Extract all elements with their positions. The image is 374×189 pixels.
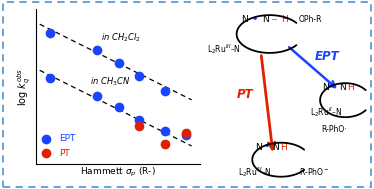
Point xyxy=(137,124,142,127)
Point xyxy=(183,133,189,136)
Point xyxy=(162,89,168,92)
Text: R-PhO$^-$: R-PhO$^-$ xyxy=(299,167,330,177)
Text: PT: PT xyxy=(59,149,70,158)
Text: N: N xyxy=(322,83,329,92)
Text: --: -- xyxy=(272,15,278,24)
Point xyxy=(43,137,49,140)
Point xyxy=(94,49,100,52)
Text: N: N xyxy=(241,15,248,24)
Text: PT: PT xyxy=(237,88,254,101)
Text: •: • xyxy=(264,141,270,151)
Text: H: H xyxy=(280,143,286,152)
Text: OPh-R: OPh-R xyxy=(298,15,322,24)
X-axis label: Hammett $\sigma_{p}$ (R-): Hammett $\sigma_{p}$ (R-) xyxy=(80,166,156,179)
Point xyxy=(162,143,168,146)
Text: H: H xyxy=(282,15,288,24)
Text: N: N xyxy=(339,83,346,92)
Text: •: • xyxy=(252,14,258,23)
Point xyxy=(47,76,53,79)
Text: EPT: EPT xyxy=(59,134,76,143)
Text: N: N xyxy=(262,15,269,24)
Point xyxy=(116,106,122,109)
Text: R-PhO·: R-PhO· xyxy=(321,125,347,134)
Text: EPT: EPT xyxy=(315,50,339,63)
Text: L$_2$Ru$^{II}$–N: L$_2$Ru$^{II}$–N xyxy=(310,105,342,119)
Point xyxy=(94,95,100,98)
Point xyxy=(137,74,142,77)
Text: in CH$_2$Cl$_2$: in CH$_2$Cl$_2$ xyxy=(101,32,141,44)
Point xyxy=(43,152,49,155)
Text: N: N xyxy=(272,143,279,152)
Point xyxy=(47,32,53,35)
Point xyxy=(162,130,168,133)
Text: L$_2$Ru$^{III}$–N: L$_2$Ru$^{III}$–N xyxy=(207,42,241,56)
Text: in CH$_3$CN: in CH$_3$CN xyxy=(91,75,131,88)
Point xyxy=(116,61,122,64)
Y-axis label: log $k_{q}^{obs}$: log $k_{q}^{obs}$ xyxy=(15,68,33,106)
Point xyxy=(183,132,189,135)
Text: H: H xyxy=(347,83,353,92)
Text: N: N xyxy=(255,143,262,152)
Text: •: • xyxy=(331,82,337,91)
Text: L$_2$Ru$^{III}$–N: L$_2$Ru$^{III}$–N xyxy=(238,165,272,179)
Point xyxy=(137,119,142,122)
